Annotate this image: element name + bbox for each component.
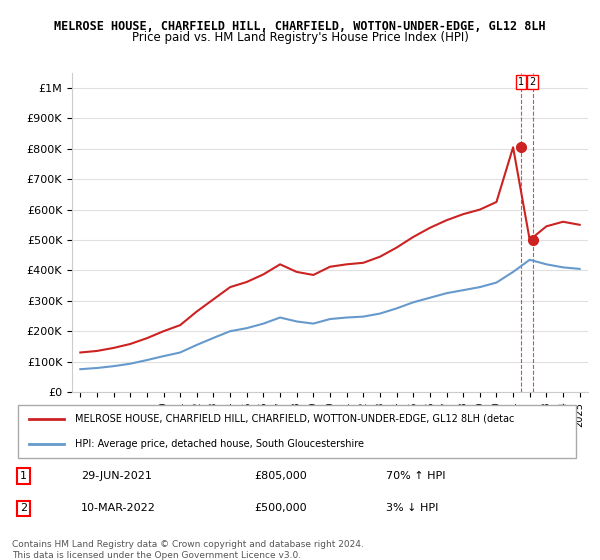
- Text: MELROSE HOUSE, CHARFIELD HILL, CHARFIELD, WOTTON-UNDER-EDGE, GL12 8LH (detac: MELROSE HOUSE, CHARFIELD HILL, CHARFIELD…: [76, 414, 515, 424]
- Text: 2: 2: [20, 503, 27, 514]
- Text: £500,000: £500,000: [254, 503, 307, 514]
- Text: 3% ↓ HPI: 3% ↓ HPI: [386, 503, 439, 514]
- Text: 29-JUN-2021: 29-JUN-2021: [81, 471, 152, 481]
- Text: 10-MAR-2022: 10-MAR-2022: [81, 503, 156, 514]
- Text: 1: 1: [20, 471, 27, 481]
- Text: 70% ↑ HPI: 70% ↑ HPI: [386, 471, 446, 481]
- Text: HPI: Average price, detached house, South Gloucestershire: HPI: Average price, detached house, Sout…: [76, 438, 364, 449]
- Text: Price paid vs. HM Land Registry's House Price Index (HPI): Price paid vs. HM Land Registry's House …: [131, 31, 469, 44]
- Text: 1: 1: [518, 77, 524, 87]
- Text: 2: 2: [529, 77, 536, 87]
- Text: £805,000: £805,000: [254, 471, 307, 481]
- Text: MELROSE HOUSE, CHARFIELD HILL, CHARFIELD, WOTTON-UNDER-EDGE, GL12 8LH: MELROSE HOUSE, CHARFIELD HILL, CHARFIELD…: [54, 20, 546, 32]
- Text: Contains HM Land Registry data © Crown copyright and database right 2024.
This d: Contains HM Land Registry data © Crown c…: [12, 540, 364, 560]
- FancyBboxPatch shape: [18, 405, 577, 458]
